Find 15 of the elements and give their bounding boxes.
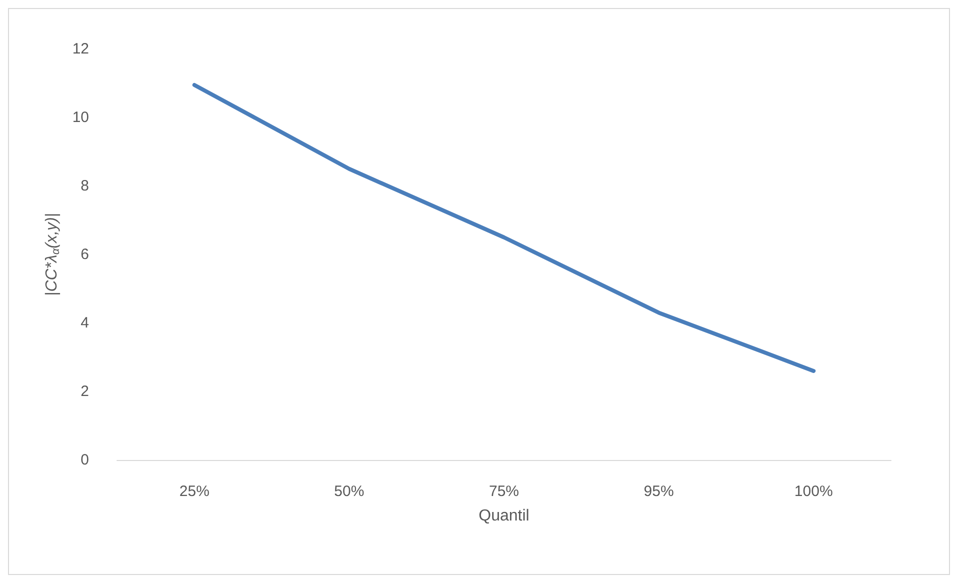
x-tick-label: 50%	[334, 483, 364, 500]
y-tick-label: 4	[80, 314, 89, 332]
x-tick-label: 100%	[794, 483, 833, 500]
x-axis-title: Quantil	[478, 508, 530, 524]
line-series	[192, 82, 816, 373]
y-tick-label: 12	[72, 40, 89, 58]
y-tick-label: 0	[80, 452, 89, 468]
y-tick-label: 10	[72, 109, 89, 126]
y-tick-label: 6	[80, 246, 89, 263]
x-tick-label: 95%	[644, 483, 674, 500]
y-tick-label: 8	[80, 178, 89, 194]
x-tick-label: 75%	[488, 483, 520, 500]
y-tick-label: 2	[80, 383, 89, 400]
y-axis-title: |CC*λα(x,y)|	[43, 213, 62, 296]
x-tick-label: 25%	[179, 483, 210, 500]
